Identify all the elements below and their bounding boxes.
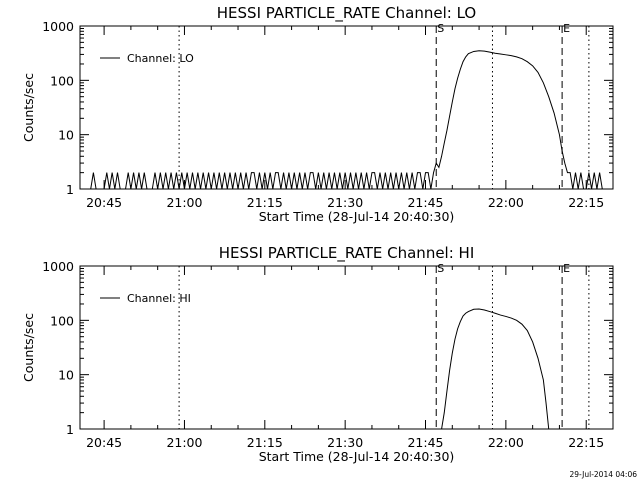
x-tick-label: 21:30 xyxy=(327,435,363,450)
timestamp-stamp: 29-Jul-2014 04:06 xyxy=(569,470,637,479)
x-tick-label: 21:45 xyxy=(407,435,443,450)
y-tick-label: 10 xyxy=(58,368,74,383)
x-axis-label: Start Time (28-Jul-14 20:40:30) xyxy=(259,449,455,464)
y-tick-label: 100 xyxy=(50,73,74,88)
chart-title: HESSI PARTICLE_RATE Channel: HI xyxy=(219,244,475,263)
y-axis-label: Counts/sec xyxy=(21,313,36,382)
x-tick-label: 21:30 xyxy=(327,195,363,210)
x-tick-label: 20:45 xyxy=(86,435,122,450)
y-tick-label: 1000 xyxy=(42,259,74,274)
legend-label: Channel: LO xyxy=(127,52,194,65)
plot-frame xyxy=(79,265,614,430)
y-axis-label: Counts/sec xyxy=(21,73,36,142)
series-line xyxy=(441,308,550,430)
event-marker-label: S xyxy=(437,22,444,35)
y-tick-label: 1000 xyxy=(42,19,74,34)
y-tick-label: 10 xyxy=(58,128,74,143)
x-tick-label: 22:00 xyxy=(488,195,524,210)
chart-title: HESSI PARTICLE_RATE Channel: LO xyxy=(217,4,476,23)
series-line xyxy=(90,50,603,190)
x-tick-label: 21:15 xyxy=(247,195,283,210)
chart-panel-hi: HESSI PARTICLE_RATE Channel: HI 1 10 100 100… xyxy=(21,244,614,464)
event-marker-label: S xyxy=(437,262,444,275)
x-tick-label: 21:15 xyxy=(247,435,283,450)
y-tick-label: 1 xyxy=(66,422,74,437)
x-tick-label: 21:45 xyxy=(407,195,443,210)
x-tick-label: 22:00 xyxy=(488,435,524,450)
x-tick-label: 21:00 xyxy=(166,435,202,450)
x-tick-label: 20:45 xyxy=(86,195,122,210)
y-tick-label: 100 xyxy=(50,313,74,328)
event-marker-label: E xyxy=(563,262,570,275)
x-tick-label: 21:00 xyxy=(166,195,202,210)
plot-frame xyxy=(79,25,614,190)
x-tick-label: 22:15 xyxy=(568,195,604,210)
x-axis-label: Start Time (28-Jul-14 20:40:30) xyxy=(259,209,455,224)
event-marker-label: E xyxy=(563,22,570,35)
chart-panel-lo: HESSI PARTICLE_RATE Channel: LO 1 10 100 100… xyxy=(21,4,614,224)
x-tick-label: 22:15 xyxy=(568,435,604,450)
legend-label: Channel: HI xyxy=(127,292,191,305)
y-tick-label: 1 xyxy=(66,182,74,197)
